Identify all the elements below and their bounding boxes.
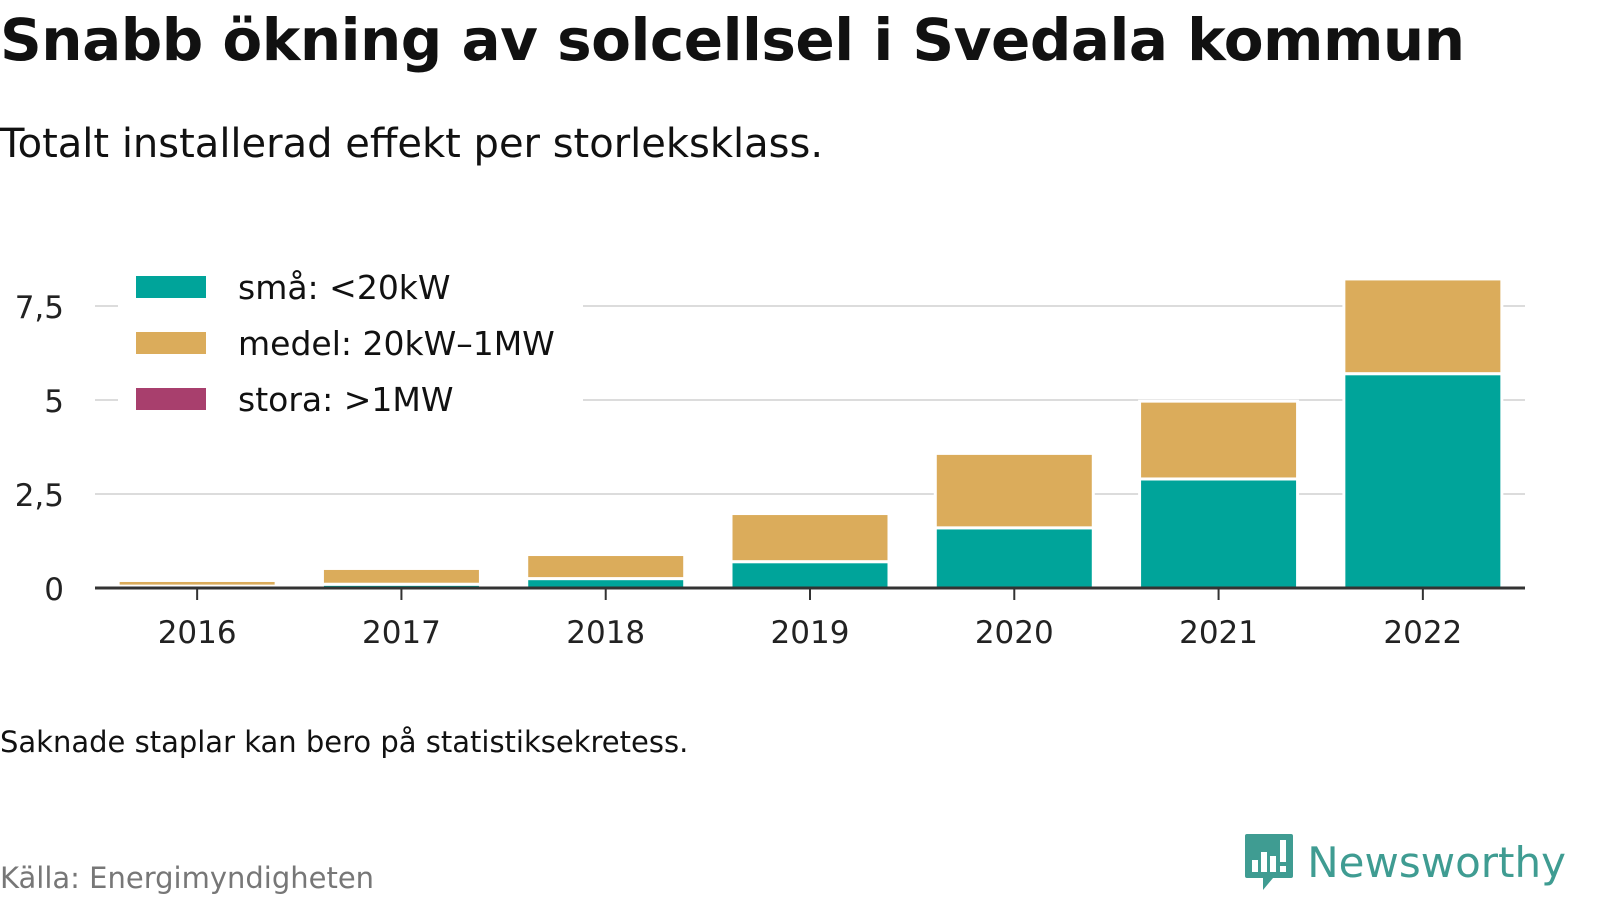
legend-swatch <box>136 276 206 298</box>
y-tick-label: 2,5 <box>15 478 64 514</box>
legend: små: <20kW medel: 20kW–1MW stora: >1MW <box>118 264 583 436</box>
axes: 0 2,5 5 7,5 2016 2017 2018 2019 2020 2021 2022 <box>15 290 1525 651</box>
chart-subtitle: Totalt installerad effekt per storlekskl… <box>0 121 824 167</box>
bar-segment <box>1342 277 1504 376</box>
x-tick-label: 2021 <box>1179 615 1258 651</box>
bar-segment <box>729 560 891 590</box>
bar-segment <box>933 451 1095 530</box>
bar-segment <box>933 526 1095 590</box>
y-tick-label: 0 <box>44 572 64 608</box>
bar-segment <box>1138 399 1300 481</box>
stacked-bar-chart: 0 2,5 5 7,5 2016 2017 2018 2019 2020 2021 2022 små… <box>15 264 1525 651</box>
footnote: Saknade staplar kan bero på statistiksek… <box>0 725 689 759</box>
bar-segment <box>525 553 687 581</box>
x-tick-label: 2016 <box>158 615 237 651</box>
legend-label: små: <20kW <box>238 268 451 307</box>
bar-segment <box>320 566 482 586</box>
x-tick-label: 2020 <box>975 615 1054 651</box>
y-tick-label: 7,5 <box>15 290 64 326</box>
bar-segment <box>116 578 278 588</box>
y-tick-label: 5 <box>44 384 64 420</box>
x-tick-label: 2018 <box>566 615 645 651</box>
legend-swatch <box>136 388 206 410</box>
legend-label: medel: 20kW–1MW <box>238 324 555 363</box>
brand-name: Newsworthy <box>1307 838 1566 887</box>
newsworthy-logo-icon <box>1245 834 1294 890</box>
x-tick-label: 2019 <box>771 615 850 651</box>
source-credit: Källa: Energimyndigheten <box>0 861 375 895</box>
legend-label: stora: >1MW <box>238 380 453 419</box>
x-tick-label: 2022 <box>1383 615 1462 651</box>
chart-title: Snabb ökning av solcellsel i Svedala kom… <box>0 6 1465 74</box>
x-tick-label: 2017 <box>362 615 441 651</box>
legend-swatch <box>136 332 206 354</box>
bar-segment <box>1138 477 1300 590</box>
bar-segment <box>1342 372 1504 590</box>
bar-segment <box>729 512 891 564</box>
brand-logo: Newsworthy <box>1243 832 1566 894</box>
